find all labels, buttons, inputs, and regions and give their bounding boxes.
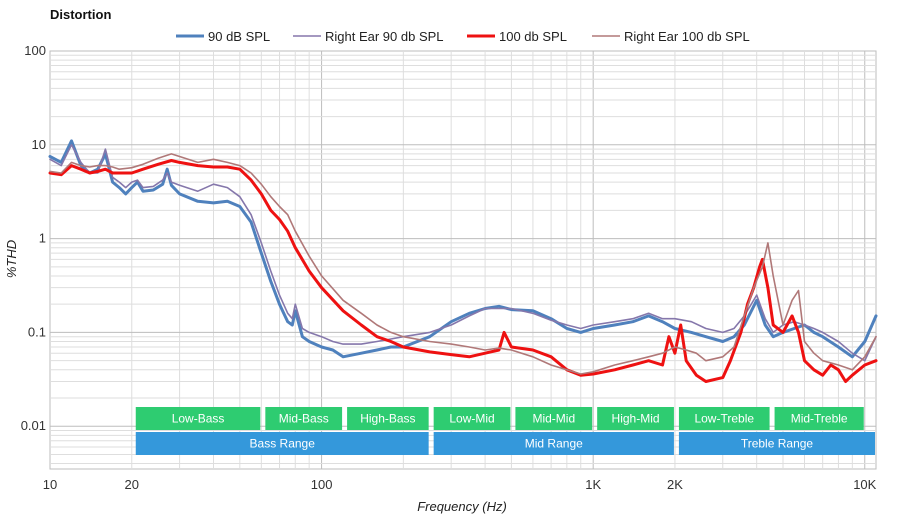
- x-tick-label: 20: [125, 477, 139, 492]
- x-tick-label: 10K: [853, 477, 876, 492]
- series-line: [48, 159, 878, 383]
- y-axis-title: %THD: [4, 240, 19, 278]
- legend-label: Right Ear 100 db SPL: [624, 29, 750, 44]
- grid: [49, 50, 877, 470]
- y-tick-label: 1: [39, 231, 46, 246]
- sub-band: [433, 407, 511, 430]
- series-lines: [48, 139, 878, 383]
- sub-band-label: High-Mid: [612, 412, 660, 426]
- sub-band: [678, 407, 770, 430]
- legend-label: Right Ear 90 db SPL: [325, 29, 444, 44]
- y-tick-label: 100: [24, 43, 46, 58]
- sub-band: [597, 407, 674, 430]
- series-line: [48, 139, 878, 359]
- legend: 90 dB SPL Right Ear 90 db SPL 100 db SPL Ri…: [176, 29, 750, 44]
- sub-band-label: Low-Treble: [694, 412, 754, 426]
- frequency-bands: Low-Bass Mid-Bass High-Bass Low-Mid Mid-Mid H…: [135, 407, 875, 455]
- y-tick-label: 10: [32, 137, 46, 152]
- x-tick-label: 2K: [667, 477, 683, 492]
- sub-band-label: Low-Bass: [172, 412, 225, 426]
- range-band-label: Mid Range: [525, 437, 583, 451]
- sub-band: [135, 407, 261, 430]
- sub-band-label: High-Bass: [360, 412, 415, 426]
- range-band: [433, 432, 674, 455]
- range-band: [135, 432, 429, 455]
- axis-ticks: 10 20 100 1K 2K 10K 100 10 1 0.1 0.01: [21, 43, 877, 492]
- range-band: [678, 432, 875, 455]
- sub-band-label: Low-Mid: [449, 412, 494, 426]
- sub-band-label: Mid-Bass: [279, 412, 329, 426]
- x-tick-label: 100: [311, 477, 333, 492]
- sub-band: [347, 407, 429, 430]
- sub-band: [774, 407, 864, 430]
- sub-band-label: Mid-Treble: [791, 412, 848, 426]
- range-band-label: Treble Range: [741, 437, 814, 451]
- range-band-label: Bass Range: [250, 437, 316, 451]
- sub-band: [515, 407, 593, 430]
- series-line: [49, 144, 877, 362]
- sub-band-label: Mid-Mid: [532, 412, 575, 426]
- x-tick-label: 1K: [585, 477, 601, 492]
- legend-label: 90 dB SPL: [208, 29, 270, 44]
- series-line: [49, 153, 877, 375]
- y-tick-label: 0.01: [21, 418, 46, 433]
- chart-title: Distortion: [50, 7, 111, 22]
- plot-area: [49, 50, 877, 470]
- x-axis-title: Frequency (Hz): [417, 499, 507, 514]
- sub-band: [265, 407, 343, 430]
- legend-label: 100 db SPL: [499, 29, 567, 44]
- y-tick-label: 0.1: [28, 324, 46, 339]
- x-tick-label: 10: [43, 477, 57, 492]
